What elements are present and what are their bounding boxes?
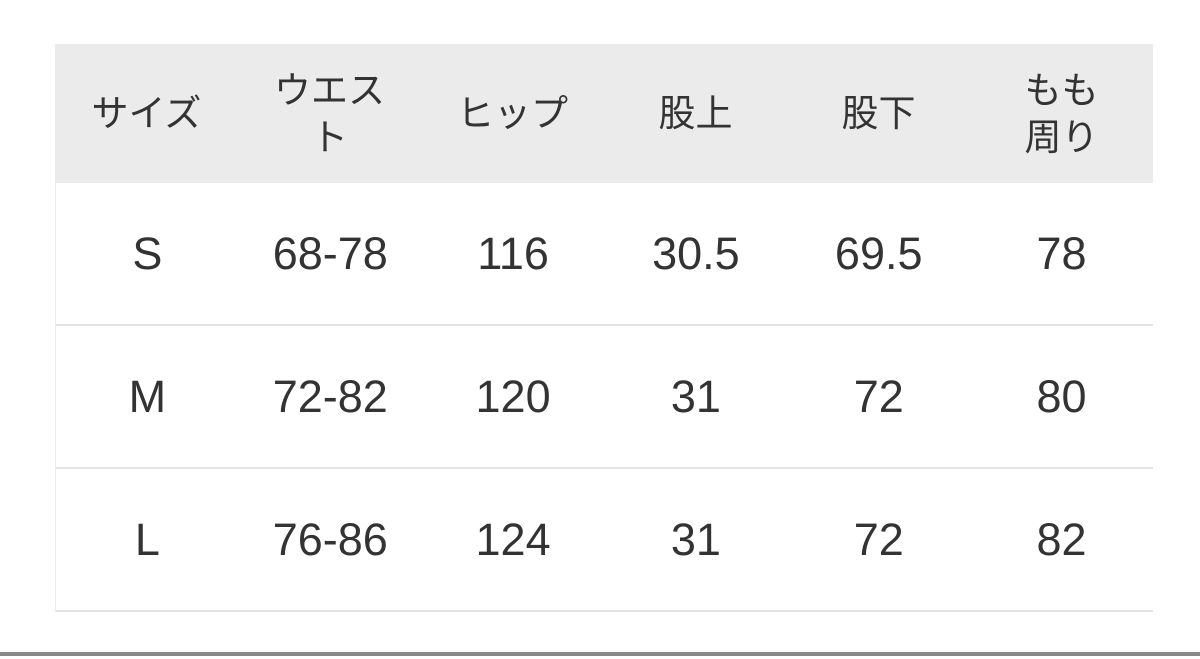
cell-waist: 68-78 [272, 227, 388, 279]
header-cell-size: サイズ [91, 93, 202, 134]
cell-thigh: 78 [1036, 227, 1087, 279]
table-body: S 68-78 116 30.5 69.5 78 M 72-82 120 31 … [55, 183, 1153, 612]
header-cell-rise: 股上 [658, 93, 733, 134]
cell-rise: 30.5 [652, 227, 740, 279]
cell-inseam: 72 [853, 370, 904, 422]
cell-hip: 120 [475, 370, 551, 422]
table-row-s: S 68-78 116 30.5 69.5 78 [56, 183, 1153, 326]
cell-hip: 124 [475, 513, 551, 565]
cell-thigh: 82 [1036, 513, 1087, 565]
header-cell-hip: ヒップ [457, 93, 568, 134]
cell-size: M [128, 370, 167, 422]
header-cell-thigh: もも 周り [1024, 69, 1099, 158]
cell-rise: 31 [670, 513, 721, 565]
header-cell-inseam: 股下 [841, 93, 916, 134]
cell-inseam: 72 [853, 513, 904, 565]
table-header-row: サイズ ウエス ト ヒップ 股上 股下 もも 周り [55, 44, 1153, 183]
cell-inseam: 69.5 [834, 227, 923, 279]
table-row-l: L 76-86 124 31 72 82 [56, 469, 1153, 612]
cell-size: S [132, 227, 163, 279]
cell-rise: 31 [670, 370, 721, 422]
cell-waist: 76-86 [272, 513, 388, 565]
cell-thigh: 80 [1036, 370, 1087, 422]
header-cell-waist: ウエス ト [274, 69, 385, 158]
size-table: サイズ ウエス ト ヒップ 股上 股下 もも 周り S 68-78 116 30… [55, 44, 1153, 612]
cell-hip: 116 [477, 227, 549, 279]
table-row-m: M 72-82 120 31 72 80 [56, 326, 1153, 469]
bottom-divider [0, 652, 1200, 656]
cell-size: L [134, 513, 160, 565]
cell-waist: 72-82 [272, 370, 388, 422]
